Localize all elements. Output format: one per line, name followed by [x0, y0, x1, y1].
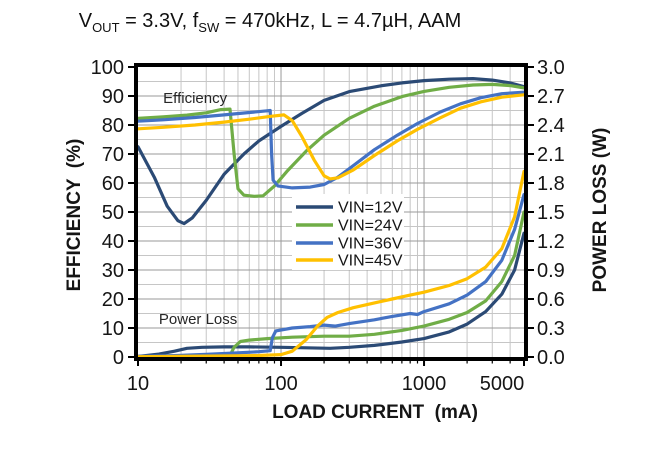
- legend-label: VIN=12V: [338, 200, 403, 217]
- efficiency-curve-vin-36v: [138, 90, 524, 190]
- y-left-tick-label: 30: [102, 260, 124, 282]
- legend-label: VIN=45V: [338, 253, 403, 270]
- y-right-tick-label: 0.6: [537, 289, 565, 311]
- y-right-tick-label: 2.4: [537, 115, 565, 137]
- annotation-power-loss: Power Loss: [159, 311, 237, 328]
- y-left-tick-label: 20: [102, 289, 124, 311]
- title-text: V: [78, 10, 93, 32]
- y-right-axis-title: POWER LOSS (W): [590, 128, 611, 293]
- power-loss-curve-vin-45v: [138, 169, 524, 357]
- y-right-tick-label: 0.9: [537, 260, 565, 282]
- y-left-tick-label: 10: [102, 318, 124, 340]
- chart-title: VOUT = 3.3V, fSW = 470kHz, L = 4.7µH, AA…: [35, 10, 505, 36]
- y-left-tick-label: 90: [102, 86, 124, 108]
- power-loss-curve-vin-12v: [138, 231, 524, 357]
- x-axis-title: LOAD CURRENT (mA): [272, 402, 478, 423]
- x-tick-label: 5000: [480, 373, 525, 395]
- efficiency-curve-vin-24v: [138, 82, 524, 198]
- y-right-tick-label: 3.0: [537, 57, 565, 79]
- y-right-tick-label: 1.8: [537, 173, 565, 195]
- axis-ticks: [128, 66, 534, 366]
- legend-label: VIN=36V: [338, 236, 403, 253]
- x-tick-label: 100: [264, 373, 297, 395]
- y-right-tick-label: 2.7: [537, 86, 565, 108]
- y-right-tick-label: 2.1: [537, 144, 565, 166]
- y-left-tick-label: 70: [102, 144, 124, 166]
- plot-border: [134, 63, 528, 361]
- y-right-tick-label: 1.2: [537, 231, 565, 253]
- power-loss-curve-vin-36v: [138, 193, 524, 357]
- y-right-tick-label: 1.5: [537, 202, 565, 224]
- x-tick-label: 10: [127, 373, 149, 395]
- y-left-axis-title: EFFICIENCY (%): [64, 139, 85, 292]
- title-text: = 470kHz, L = 4.7µH, AAM: [219, 10, 462, 32]
- efficiency-curve-vin-45v: [138, 93, 524, 181]
- y-left-tick-label: 0: [113, 347, 124, 369]
- y-right-tick-label: 0.3: [537, 318, 565, 340]
- x-tick-label: 1000: [402, 373, 447, 395]
- title-text: = 3.3V, f: [119, 10, 199, 32]
- title-subscript: OUT: [92, 20, 120, 35]
- y-right-tick-label: 0.0: [537, 347, 565, 369]
- y-left-tick-label: 80: [102, 115, 124, 137]
- y-left-tick-label: 100: [91, 57, 124, 79]
- y-left-tick-label: 40: [102, 231, 124, 253]
- tick-labels: 01020304050607080901000.00.30.60.91.21.5…: [91, 57, 565, 395]
- annotation-efficiency: Efficiency: [163, 90, 227, 107]
- title-subscript: SW: [198, 20, 220, 35]
- series-curves: [138, 77, 524, 357]
- y-left-tick-label: 60: [102, 173, 124, 195]
- legend-label: VIN=24V: [338, 218, 403, 235]
- y-left-tick-label: 50: [102, 202, 124, 224]
